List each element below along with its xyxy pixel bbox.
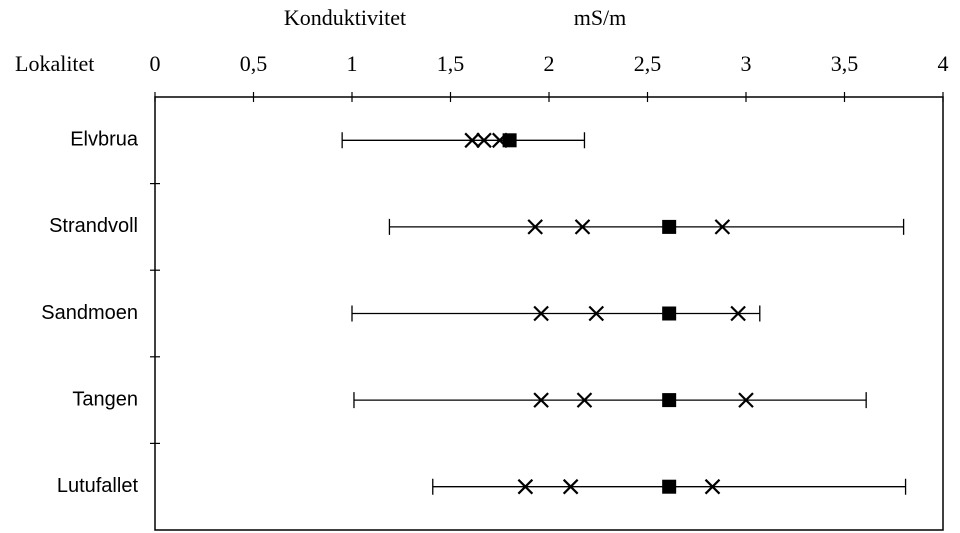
cross-marker xyxy=(588,305,605,322)
cross-marker xyxy=(562,478,579,495)
square-marker xyxy=(662,479,677,494)
y-tick-label: Lutufallet xyxy=(57,475,139,497)
cross-marker xyxy=(464,132,480,149)
cross-marker xyxy=(533,305,549,322)
cross-marker xyxy=(574,219,591,235)
square-marker xyxy=(662,219,677,234)
y-tick-label: Tangen xyxy=(72,388,138,410)
x-tick-label: 1,5 xyxy=(437,51,465,76)
axis-label: Konduktivitet xyxy=(284,5,406,30)
x-tick-label: 1 xyxy=(347,51,358,76)
cross-marker xyxy=(517,478,534,495)
range-whisker xyxy=(351,305,761,322)
square-marker xyxy=(662,393,677,408)
x-tick-label: 0 xyxy=(150,51,161,76)
x-tick-label: 2 xyxy=(544,51,555,76)
y-tick-label: Elvbrua xyxy=(70,129,139,151)
x-tick-label: 0,5 xyxy=(240,51,268,76)
range-whisker xyxy=(388,218,905,235)
y-tick-label: Sandmoen xyxy=(41,302,138,324)
cross-marker xyxy=(533,392,549,408)
square-marker xyxy=(502,133,517,148)
cross-marker xyxy=(714,219,731,235)
x-tick-label: 2,5 xyxy=(634,51,662,76)
x-tick-label: 4 xyxy=(938,51,949,76)
cross-marker xyxy=(704,478,721,495)
cross-marker xyxy=(738,392,754,408)
cross-marker xyxy=(730,305,746,322)
range-whisker xyxy=(353,392,867,409)
x-tick-label: 3 xyxy=(741,51,752,76)
y-tick-label: Strandvoll xyxy=(49,215,138,237)
cross-marker xyxy=(527,219,543,235)
x-tick-label: 3,5 xyxy=(831,51,859,76)
unit-label: mS/m xyxy=(574,5,627,30)
cross-marker xyxy=(476,132,492,149)
y-axis-label: Lokalitet xyxy=(15,51,94,76)
cross-marker xyxy=(576,392,593,408)
range-whisker xyxy=(341,132,586,149)
square-marker xyxy=(662,306,677,321)
